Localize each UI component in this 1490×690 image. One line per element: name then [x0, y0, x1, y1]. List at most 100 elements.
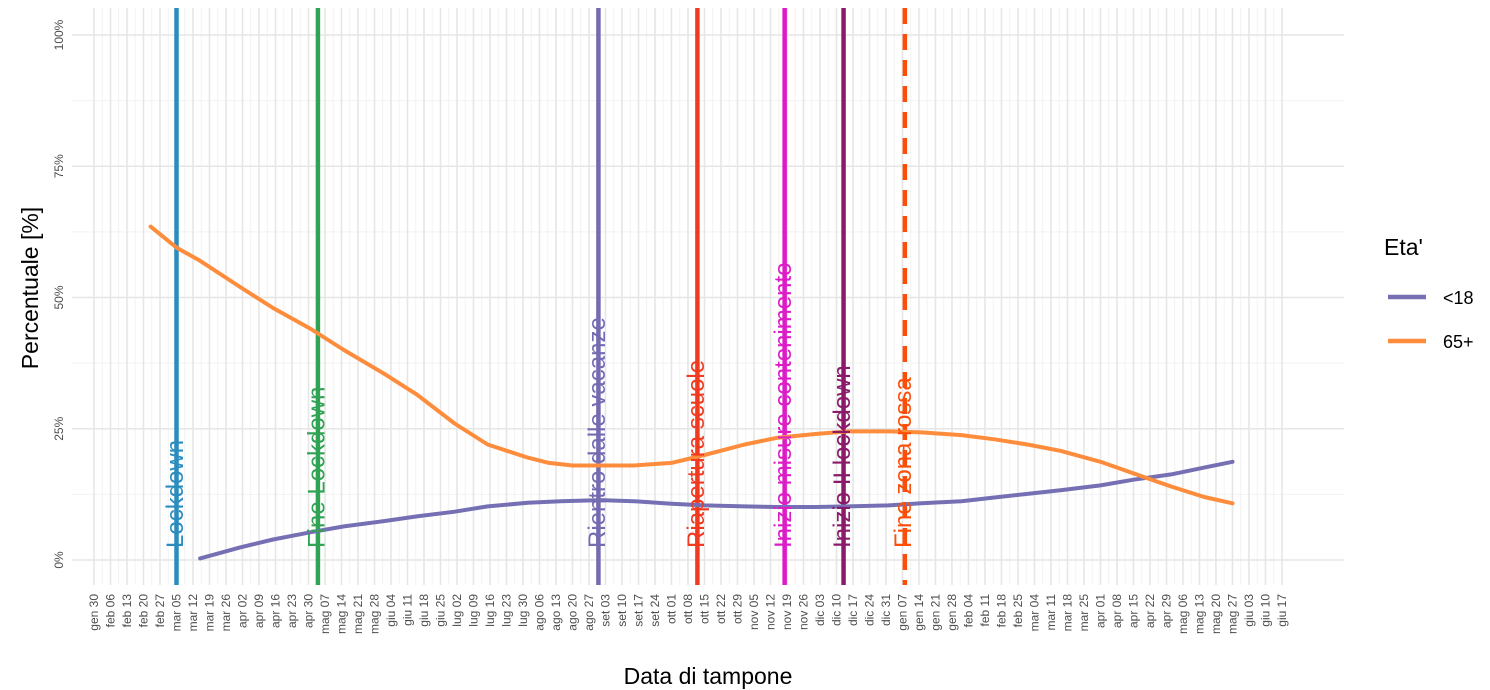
series-line: [148, 224, 1235, 506]
x-tick-label: set 17: [631, 594, 645, 627]
x-tick-label: mag 07: [318, 594, 332, 634]
x-tick-label: gen 30: [87, 594, 101, 631]
x-tick-label: mar 25: [1077, 594, 1091, 632]
x-tick-label: apr 16: [268, 594, 282, 628]
x-tick-label: mar 26: [219, 594, 233, 632]
event-label: Lockdown: [162, 440, 189, 548]
x-tick-label: mar 18: [1060, 594, 1074, 632]
x-tick-label: apr 02: [235, 594, 249, 628]
event-labels: Lockdown Fine Lockdown Rientro dalle vacan…: [162, 263, 917, 548]
x-tick-label: mar 19: [202, 594, 216, 632]
x-tick-label: apr 08: [1110, 594, 1124, 628]
legend: Eta' <18 65+: [1384, 234, 1474, 352]
x-tick-label: nov 19: [780, 594, 794, 630]
x-tick-label: ago 06: [532, 594, 546, 631]
event-label: Inizio II lockdown: [829, 365, 856, 548]
event-label: Fine Lockdown: [303, 387, 330, 548]
legend-label: 65+: [1443, 332, 1474, 352]
x-tick-label: apr 29: [1159, 594, 1173, 628]
x-tick-label: gen 21: [928, 594, 942, 631]
y-tick-label: 25%: [52, 416, 66, 440]
x-tick-label: giu 17: [1275, 594, 1289, 627]
x-tick-label: ott 08: [681, 594, 695, 624]
x-tick-label: dic 24: [862, 594, 876, 626]
x-axis-title: Data di tampone: [624, 663, 793, 689]
y-tick-label: 0%: [52, 551, 66, 569]
x-tick-label: apr 09: [252, 594, 266, 628]
x-tick-label: apr 23: [285, 594, 299, 628]
x-tick-label: giu 18: [417, 594, 431, 627]
x-tick-label: lug 02: [450, 594, 464, 627]
x-tick-label: giu 25: [433, 594, 447, 627]
x-tick-label: mar 11: [1044, 594, 1058, 631]
legend-title: Eta': [1384, 234, 1423, 260]
x-tick-label: dic 17: [846, 594, 860, 626]
x-tick-label: mag 28: [367, 594, 381, 634]
x-tick-label: apr 30: [301, 594, 315, 628]
x-tick-label: gen 14: [912, 594, 926, 631]
x-tick-label: ott 01: [664, 594, 678, 624]
y-tick-label: 50%: [52, 285, 66, 309]
x-tick-label: mag 13: [1192, 594, 1206, 634]
x-tick-label: dic 31: [879, 594, 893, 626]
event-label: Inizio misure contenimento: [770, 263, 797, 548]
x-tick-label: lug 16: [483, 594, 497, 627]
y-axis: 0% 25% 50% 75% 100%: [52, 19, 66, 568]
x-tick-label: ott 15: [697, 594, 711, 624]
x-tick-label: giu 04: [384, 594, 398, 627]
x-tick-label: ago 20: [565, 594, 579, 631]
x-tick-label: mag 14: [334, 594, 348, 634]
x-tick-label: apr 22: [1143, 594, 1157, 628]
grid: [72, 8, 1344, 585]
x-tick-label: lug 23: [499, 594, 513, 627]
x-tick-label: set 24: [648, 594, 662, 627]
x-tick-label: feb 20: [136, 594, 150, 628]
x-tick-label: giu 11: [400, 594, 414, 626]
x-tick-label: ago 13: [549, 594, 563, 631]
event-label: Rientro dalle vacanze: [584, 317, 611, 548]
x-tick-label: feb 13: [120, 594, 134, 628]
series-line: [198, 459, 1235, 561]
legend-label: <18: [1443, 288, 1474, 308]
x-tick-label: set 10: [615, 594, 629, 627]
event-label: Fine zona rossa: [890, 377, 917, 548]
x-tick-label: mag 20: [1209, 594, 1223, 634]
x-tick-label: nov 05: [747, 594, 761, 630]
x-tick-label: feb 25: [1011, 594, 1025, 628]
x-tick-label: giu 10: [1258, 594, 1272, 627]
x-tick-label: apr 01: [1093, 594, 1107, 628]
x-tick-label: mag 06: [1176, 594, 1190, 634]
x-tick-label: ott 22: [714, 594, 728, 624]
x-tick-label: gen 28: [945, 594, 959, 631]
x-tick-label: feb 27: [153, 594, 167, 628]
x-tick-label: mag 27: [1225, 594, 1239, 634]
y-tick-label: 100%: [52, 19, 66, 50]
x-tick-label: dic 10: [829, 594, 843, 626]
event-label: Riapertura scuole: [683, 360, 710, 548]
x-tick-label: mag 21: [351, 594, 365, 634]
y-tick-label: 75%: [52, 154, 66, 178]
x-tick-label: feb 06: [103, 594, 117, 628]
x-tick-label: lug 30: [516, 594, 530, 627]
x-tick-label: ago 27: [582, 594, 596, 631]
series-lines: [148, 224, 1235, 561]
x-tick-label: mar 12: [186, 594, 200, 632]
x-tick-label: lug 09: [466, 594, 480, 627]
x-tick-label: feb 18: [994, 594, 1008, 628]
x-tick-label: nov 26: [796, 594, 810, 630]
x-tick-label: mar 05: [169, 594, 183, 632]
x-tick-label: dic 03: [813, 594, 827, 626]
x-tick-label: feb 04: [961, 594, 975, 628]
x-tick-label: ott 29: [730, 594, 744, 624]
x-tick-label: feb 11: [978, 594, 992, 627]
y-axis-title: Percentuale [%]: [17, 207, 43, 369]
x-tick-label: mar 04: [1027, 594, 1041, 632]
x-tick-label: giu 03: [1242, 594, 1256, 627]
event-lines: [174, 8, 908, 585]
x-tick-label: nov 12: [763, 594, 777, 630]
x-tick-label: apr 15: [1126, 594, 1140, 628]
x-tick-label: gen 07: [895, 594, 909, 631]
x-tick-label: set 03: [598, 594, 612, 627]
x-axis: gen 30 feb 06 feb 13 feb 20 feb 27 mar 05 mar …: [87, 594, 1289, 634]
